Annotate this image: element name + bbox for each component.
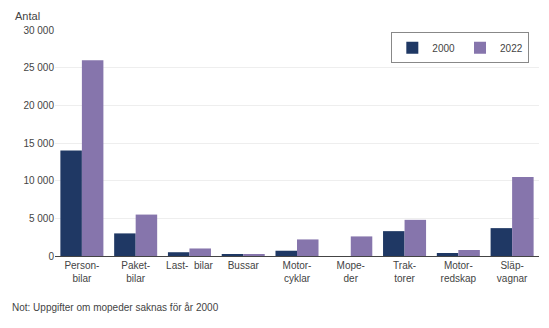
svg-text:Antal: Antal bbox=[15, 10, 40, 22]
svg-text:Släp-vagnar: Släp-vagnar bbox=[497, 260, 528, 284]
svg-text:25 000: 25 000 bbox=[23, 62, 54, 73]
svg-text:Not: Uppgifter om mopeder sakn: Not: Uppgifter om mopeder saknas för år … bbox=[12, 302, 219, 313]
svg-text:20 000: 20 000 bbox=[23, 100, 54, 111]
svg-text:30 000: 30 000 bbox=[23, 25, 54, 36]
svg-text:Last- bilar: Last- bilar bbox=[166, 260, 213, 271]
svg-text:10 000: 10 000 bbox=[23, 175, 54, 186]
svg-text:Bussar: Bussar bbox=[228, 260, 260, 271]
svg-text:Person-bilar: Person-bilar bbox=[64, 260, 99, 284]
svg-text:Mope-der: Mope-der bbox=[337, 260, 365, 284]
svg-text:5 000: 5 000 bbox=[29, 213, 54, 224]
svg-text:0: 0 bbox=[48, 251, 54, 262]
svg-text:Trak-torer: Trak-torer bbox=[393, 260, 416, 284]
svg-text:2022: 2022 bbox=[500, 43, 523, 54]
svg-text:Motor-redskap: Motor-redskap bbox=[441, 260, 477, 284]
svg-text:2000: 2000 bbox=[432, 43, 455, 54]
svg-text:Motor-cyklar: Motor-cyklar bbox=[283, 260, 312, 284]
svg-text:Paket-bilar: Paket-bilar bbox=[121, 260, 150, 284]
svg-text:15 000: 15 000 bbox=[23, 138, 54, 149]
